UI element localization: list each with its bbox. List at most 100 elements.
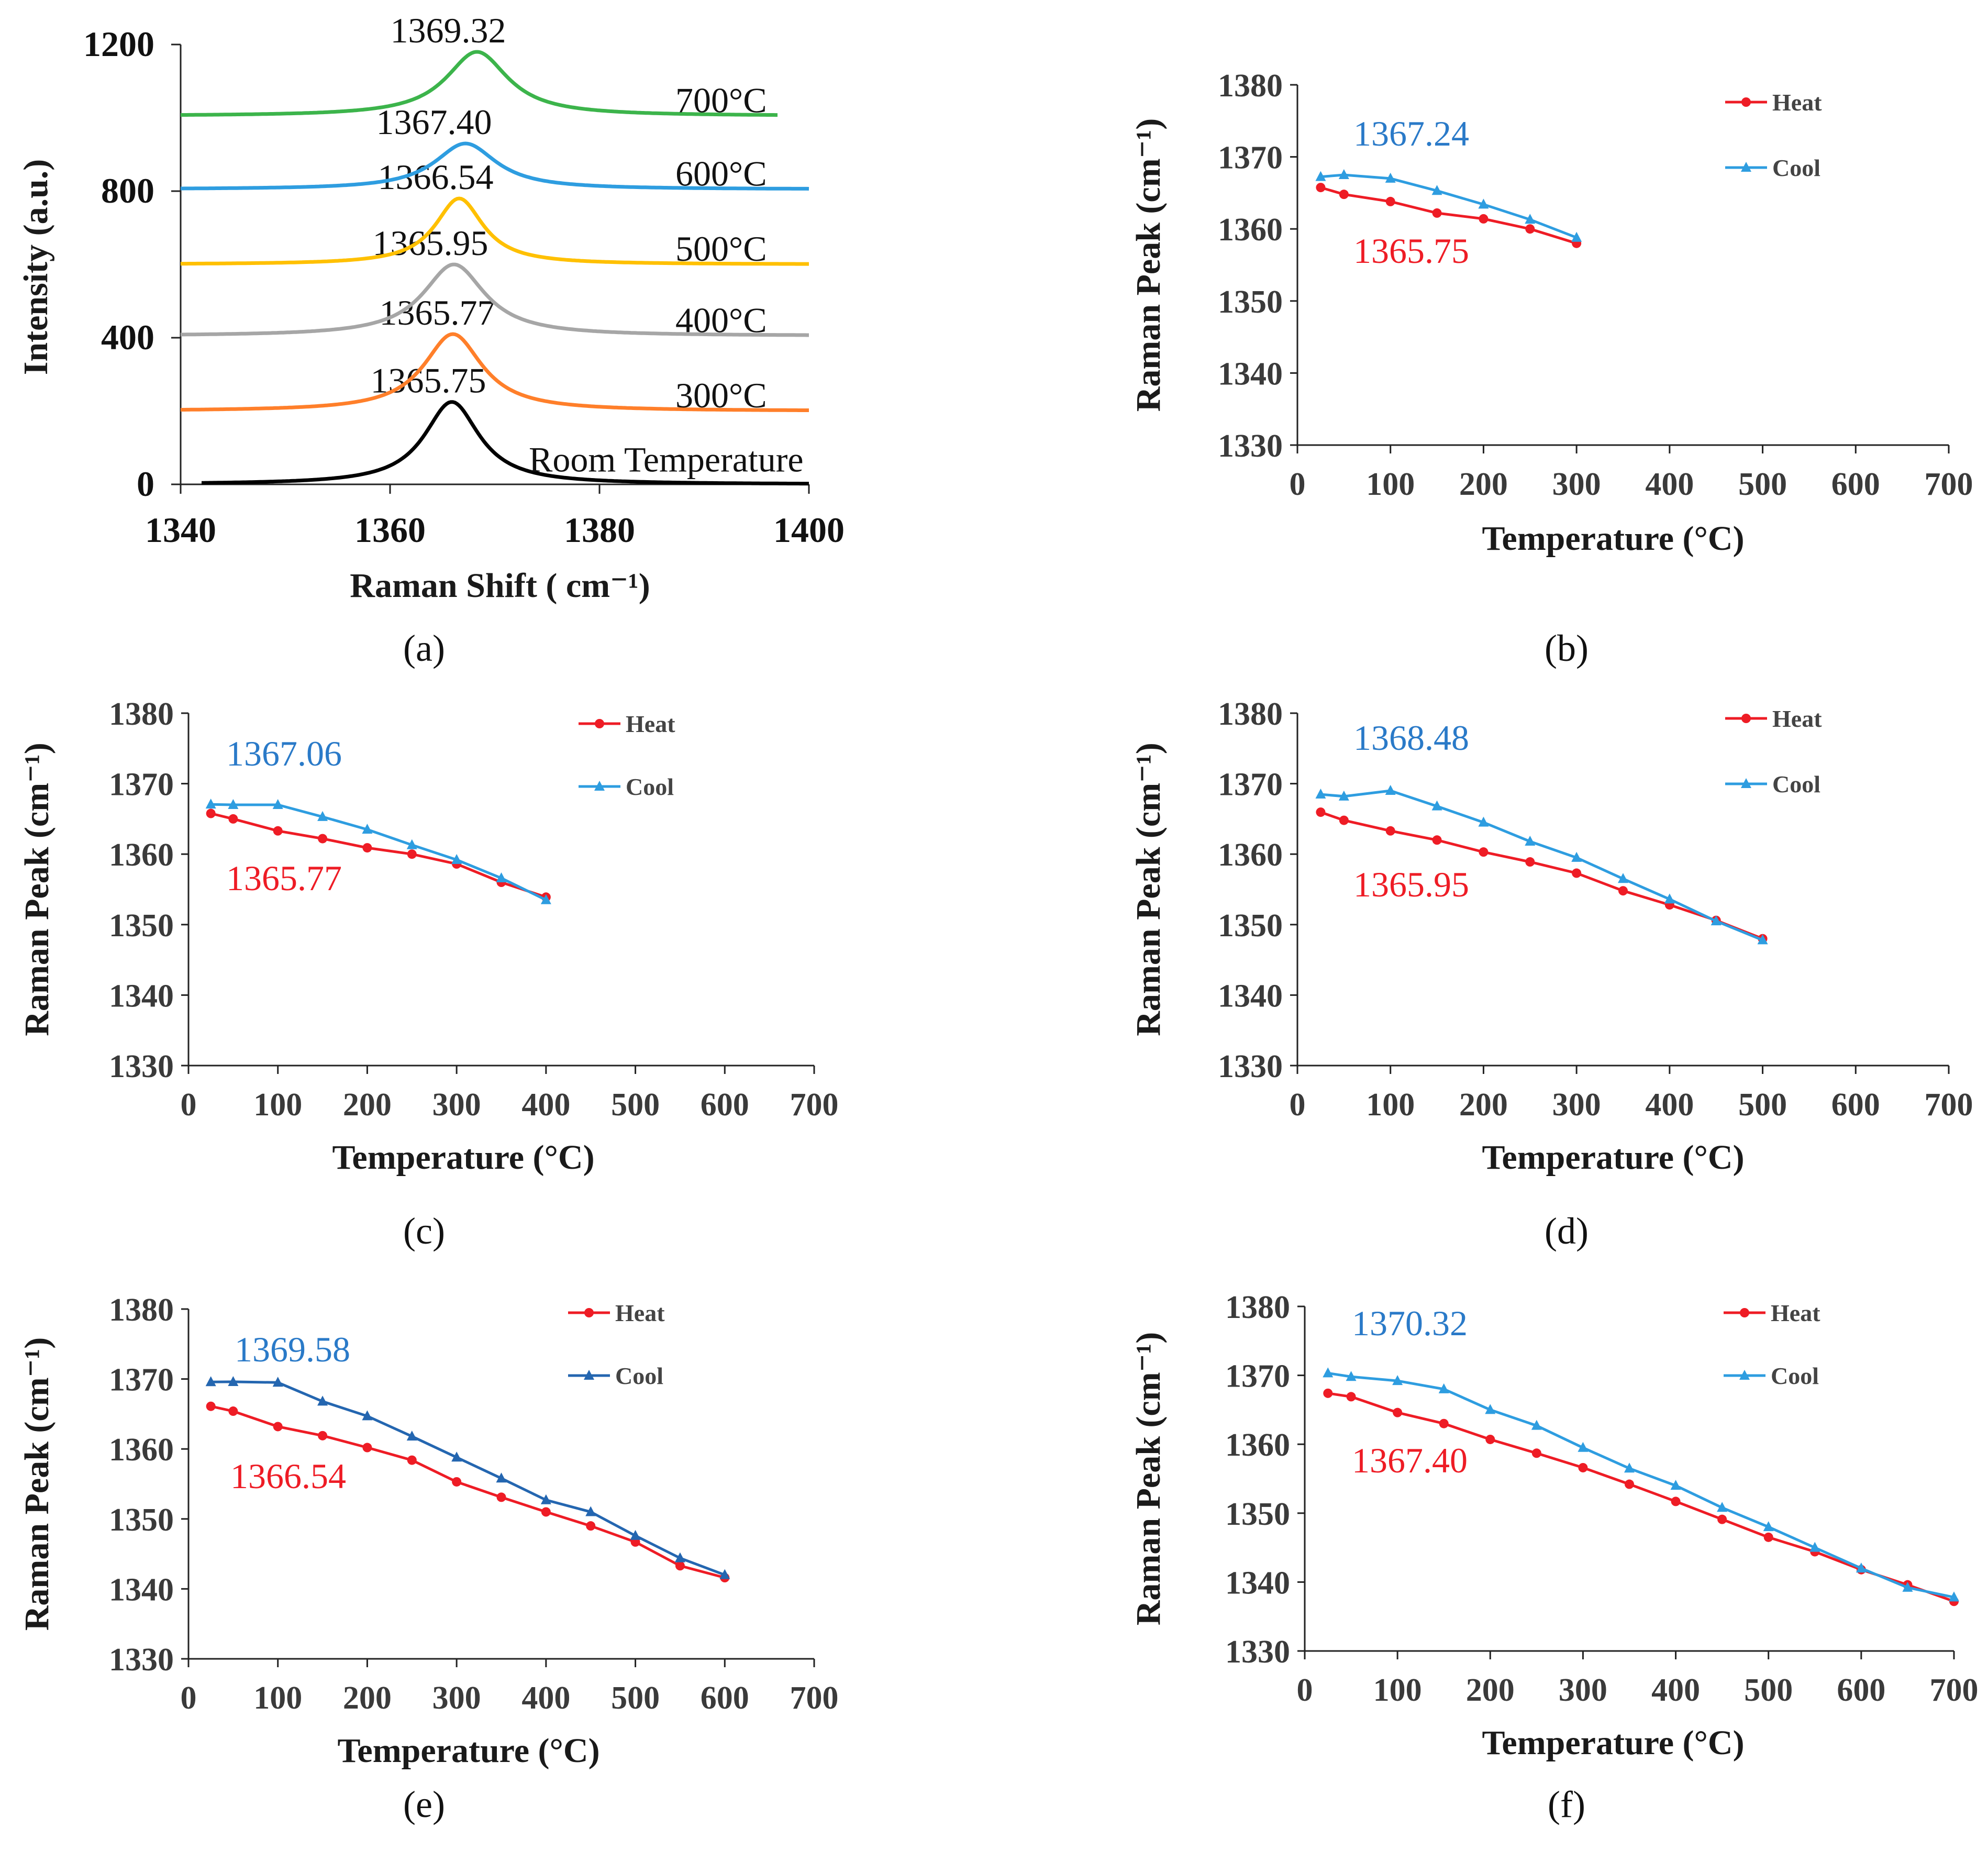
- x-tick-label: 1340: [145, 510, 216, 550]
- x-tick-label: 300: [1559, 1672, 1607, 1708]
- cool-data-point: [1664, 893, 1675, 904]
- heat-start-annotation: 1366.54: [230, 1456, 346, 1496]
- legend-heat-marker: [1740, 1308, 1749, 1317]
- cool-data-point: [719, 1569, 730, 1579]
- heat-data-point: [1385, 826, 1395, 836]
- x-tick-label: 300: [432, 1680, 481, 1716]
- x-axis-title: Temperature (°C): [337, 1732, 599, 1770]
- y-axis-title: Raman Peak (cm⁻¹): [1129, 742, 1168, 1036]
- cool-data-point: [540, 1494, 551, 1504]
- cool-data-point: [1525, 214, 1536, 224]
- x-tick-label: 600: [1837, 1672, 1885, 1708]
- legend-label: Heat: [1772, 89, 1822, 116]
- series-name: 300°C: [675, 375, 767, 415]
- y-tick-label: 1360: [109, 837, 174, 873]
- x-tick-label: 700: [1925, 467, 1973, 502]
- cool-data-point: [317, 1395, 328, 1406]
- y-axis-title: Intensity (a.u.): [17, 159, 55, 375]
- cool-data-point: [1571, 851, 1582, 862]
- x-tick-label: 500: [611, 1680, 660, 1716]
- x-tick-label: 400: [1651, 1672, 1700, 1708]
- cool-data-point: [451, 854, 462, 864]
- heat-data-point: [1671, 1497, 1681, 1506]
- legend-label: Cool: [1772, 771, 1820, 797]
- peak-label: 1367.40: [376, 102, 492, 142]
- legend-label: Cool: [626, 773, 674, 800]
- heat-data-point: [1323, 1388, 1333, 1398]
- cool-data-point: [1670, 1480, 1681, 1490]
- cool-data-point: [362, 824, 373, 834]
- cool-data-point: [1711, 915, 1722, 926]
- heat-data-point: [452, 1477, 462, 1487]
- cool-data-point: [1485, 1404, 1496, 1414]
- heat-data-point: [1485, 1434, 1495, 1444]
- x-tick-label: 300: [432, 1087, 481, 1123]
- legend-label: Cool: [1772, 154, 1820, 181]
- heat-data-point: [1625, 1479, 1634, 1489]
- x-tick-label: 0: [181, 1087, 197, 1123]
- x-tick-label: 300: [1552, 1087, 1601, 1123]
- cool-data-point: [317, 811, 328, 821]
- y-tick-label: 1330: [1218, 1049, 1283, 1084]
- cool-data-point: [362, 1410, 373, 1421]
- legend-cool-marker: [594, 781, 605, 791]
- heat-data-point: [228, 814, 238, 824]
- series-name: 500°C: [675, 229, 767, 269]
- x-tick-label: 400: [521, 1680, 570, 1716]
- heat-data-point: [1525, 224, 1535, 234]
- y-axis-title: Raman Peak (cm⁻¹): [18, 742, 56, 1036]
- y-tick-label: 800: [101, 171, 154, 210]
- y-tick-label: 1340: [109, 1572, 174, 1608]
- y-tick-label: 1360: [109, 1432, 174, 1468]
- heat-data-point: [1316, 183, 1326, 193]
- heat-data-point: [1339, 815, 1349, 825]
- y-axis-title: Raman Peak (cm⁻¹): [18, 1337, 56, 1631]
- spectrum-line: [180, 262, 809, 337]
- x-tick-label: 1360: [354, 510, 426, 550]
- heat-data-point: [1393, 1407, 1403, 1417]
- spectrum-line: [181, 50, 778, 117]
- x-tick-label: 700: [1925, 1087, 1973, 1123]
- y-tick-label: 1350: [109, 1502, 174, 1538]
- x-tick-label: 700: [790, 1680, 839, 1716]
- cool-start-annotation: 1370.32: [1352, 1303, 1468, 1343]
- cool-start-annotation: 1369.58: [235, 1329, 350, 1369]
- heat-data-point: [1479, 214, 1489, 224]
- y-tick-label: 1360: [1225, 1427, 1290, 1463]
- y-tick-label: 1340: [1218, 978, 1283, 1014]
- heat-data-point: [318, 834, 328, 844]
- cool-data-point: [1809, 1542, 1820, 1552]
- cool-data-point: [406, 1431, 417, 1441]
- heat-data-point: [1717, 1514, 1727, 1524]
- panel-e: 1330 1340 1350 1360 1370 1380 0 100 200 300 400 500…: [18, 1292, 839, 1825]
- x-tick-label: 1380: [564, 510, 635, 550]
- x-tick-label: 0: [1297, 1672, 1313, 1708]
- panel-label: (e): [403, 1783, 445, 1825]
- x-tick-label: 500: [611, 1087, 660, 1123]
- heat-data-point: [675, 1561, 685, 1571]
- x-tick-label: 700: [1930, 1672, 1979, 1708]
- heat-data-point: [1432, 208, 1442, 218]
- spectrum-line: [181, 141, 809, 191]
- heat-data-point: [318, 1431, 328, 1440]
- cool-data-point: [1431, 800, 1442, 811]
- legend-label: Heat: [615, 1300, 665, 1326]
- cool-data-point: [1525, 835, 1536, 846]
- x-tick-label: 600: [1831, 467, 1880, 502]
- x-tick-label: 700: [790, 1087, 839, 1123]
- cool-data-point: [272, 799, 283, 809]
- x-tick-label: 100: [1366, 1087, 1415, 1123]
- heat-data-point: [1439, 1418, 1449, 1428]
- x-tick-label: 0: [181, 1680, 197, 1716]
- cool-data-point: [674, 1552, 685, 1562]
- cool-data-point: [630, 1529, 641, 1540]
- heat-data-point: [407, 1455, 417, 1465]
- heat-data-point: [273, 1422, 283, 1432]
- y-tick-label: 1330: [109, 1049, 174, 1084]
- cool-series-line: [1320, 173, 1578, 239]
- cool-data-point: [406, 839, 417, 849]
- cool-data-point: [1531, 1420, 1542, 1430]
- y-tick-label: 1340: [109, 978, 174, 1014]
- y-tick-label: 0: [137, 464, 154, 504]
- legend-label: Cool: [1771, 1362, 1819, 1389]
